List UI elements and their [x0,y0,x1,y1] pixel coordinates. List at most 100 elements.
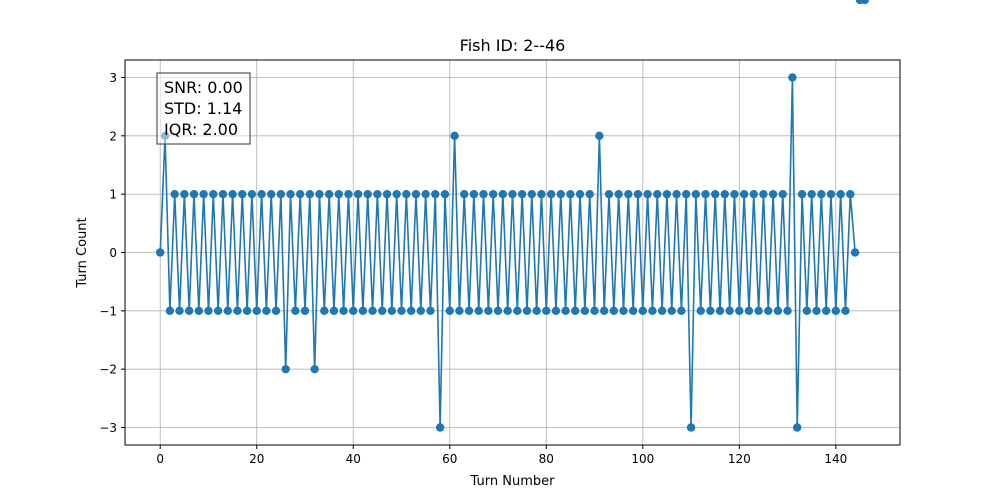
data-point [628,306,638,316]
x-tick-label: 60 [442,452,457,466]
data-point [788,73,797,82]
data-point [527,189,536,199]
data-point [242,306,252,316]
data-point [184,306,194,316]
stats-snr: SNR: 0.00 [164,78,243,97]
data-point [725,306,734,316]
data-point [295,189,305,199]
data-point [189,189,199,199]
data-point [744,306,754,316]
data-point [339,306,348,316]
data-point [324,189,334,199]
data-point [493,306,503,316]
data-point [595,131,604,141]
data-point [604,189,614,199]
data-point [233,306,242,316]
data-point [334,189,343,199]
data-point [271,306,281,316]
data-point [484,306,493,316]
y-tick-label: 2 [109,129,117,143]
data-point [353,189,363,199]
data-point [156,248,165,257]
y-tick-label: −3 [99,421,117,435]
data-point [363,189,372,199]
data-point [213,306,223,316]
x-tick-label: 100 [631,452,654,466]
data-point [358,306,368,316]
data-point [522,306,532,316]
data-point [180,189,189,199]
stats-std: STD: 1.14 [164,99,242,118]
data-point [291,306,300,316]
data-point [223,306,232,316]
data-point [701,189,710,199]
data-point [571,306,580,316]
data-point [281,364,290,374]
data-point [469,189,479,199]
data-point [517,189,527,199]
data-point [305,189,315,199]
data-point [300,306,310,316]
data-point [821,306,831,316]
data-point [764,306,773,316]
stats-annotation: SNR: 0.00 STD: 1.14 IQR: 2.00 [156,72,251,145]
data-point [479,189,488,199]
data-point [590,306,599,316]
data-point [315,189,324,199]
data-point [503,306,512,316]
data-point [421,189,430,199]
data-point [807,189,816,199]
series-layer [156,0,869,432]
data-point [508,189,517,199]
data-point [812,306,821,316]
chart-title: Fish ID: 2--46 [460,36,566,55]
data-point [793,423,802,432]
data-point [238,189,247,199]
data-point [561,306,570,316]
data-point [464,306,474,316]
data-point [754,306,763,316]
data-point [580,306,590,316]
data-point [667,306,676,316]
data-point [682,189,691,199]
data-point [228,189,237,199]
data-point [382,189,392,199]
data-point [653,189,662,199]
data-point [165,306,175,316]
data-point [344,189,353,199]
data-point [537,189,546,199]
data-point [450,131,459,141]
y-tick-label: 1 [109,188,117,202]
data-point [720,189,730,199]
data-point [440,189,450,199]
data-point [846,189,855,199]
data-point [546,189,556,199]
data-point [614,189,623,199]
data-point [778,189,787,199]
data-point [773,306,783,316]
data-point [392,189,401,199]
data-point [657,306,667,316]
y-tick-label: −2 [99,363,117,377]
data-point [836,189,845,199]
data-point [532,306,541,316]
data-point [262,306,271,316]
data-point [730,189,739,199]
data-point [696,306,705,316]
data-point [643,189,652,199]
data-point [257,189,266,199]
data-point [387,306,397,316]
data-point [831,306,841,316]
data-point [498,189,508,199]
stats-annotation-box [156,72,251,145]
data-point [542,306,551,316]
data-point [575,189,585,199]
data-point [826,189,836,199]
data-point [175,306,184,316]
data-point [686,423,696,432]
data-point [677,306,686,316]
data-point [691,189,701,199]
data-point [209,189,218,199]
data-point [739,189,749,199]
